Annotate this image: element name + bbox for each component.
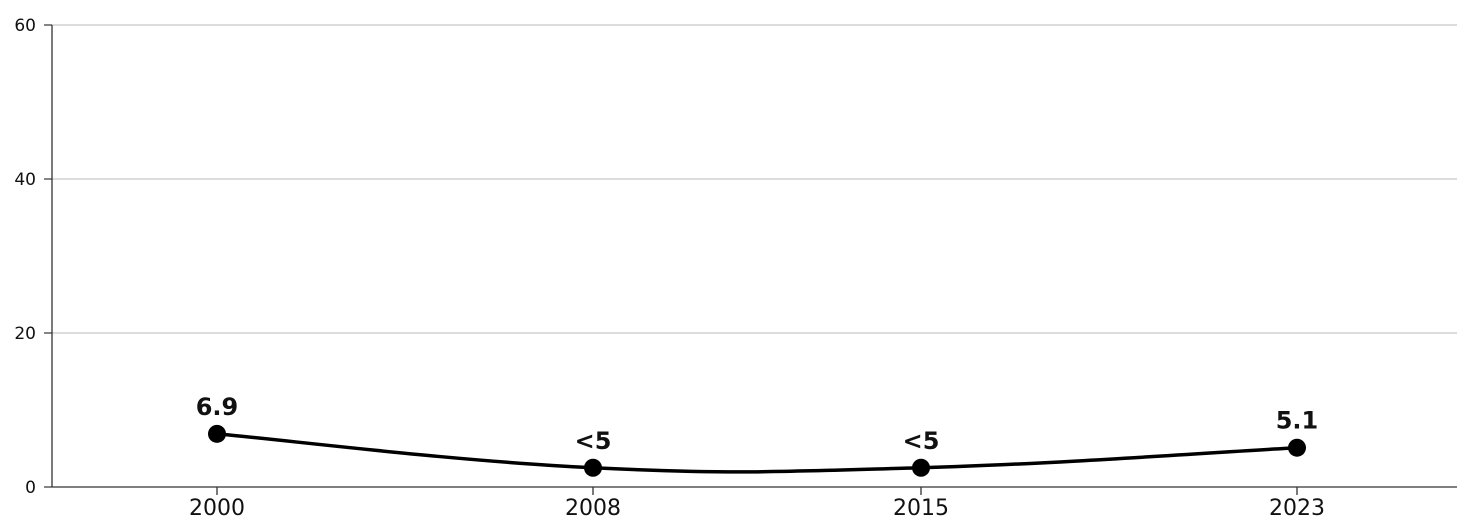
x-tick-label: 2023 <box>1269 496 1325 517</box>
y-tick-label: 20 <box>14 324 36 344</box>
y-tick-label: 40 <box>14 170 36 190</box>
data-point <box>584 458 602 477</box>
series-line <box>215 432 1299 474</box>
data-point <box>208 424 226 443</box>
data-label: <5 <box>575 427 612 455</box>
data-point <box>1288 438 1306 457</box>
x-tick-label: 2015 <box>893 496 949 517</box>
data-point <box>912 458 930 477</box>
y-axis-ticks: 0 20 40 60 <box>14 16 52 498</box>
data-points <box>208 424 1306 477</box>
data-label: 5.1 <box>1276 407 1319 435</box>
x-tick-label: 2008 <box>565 496 621 517</box>
data-label: <5 <box>903 427 940 455</box>
axes <box>51 25 1457 488</box>
x-axis-ticks: 2000 2008 2015 2023 <box>189 487 1325 517</box>
x-tick-label: 2000 <box>189 496 245 517</box>
data-labels: 6.9 <5 <5 5.1 <box>196 393 1319 455</box>
y-tick-label: 60 <box>14 16 36 36</box>
series <box>215 432 1299 474</box>
data-label: 6.9 <box>196 393 239 421</box>
y-tick-label: 0 <box>25 478 36 498</box>
grid-lines <box>52 24 1457 334</box>
